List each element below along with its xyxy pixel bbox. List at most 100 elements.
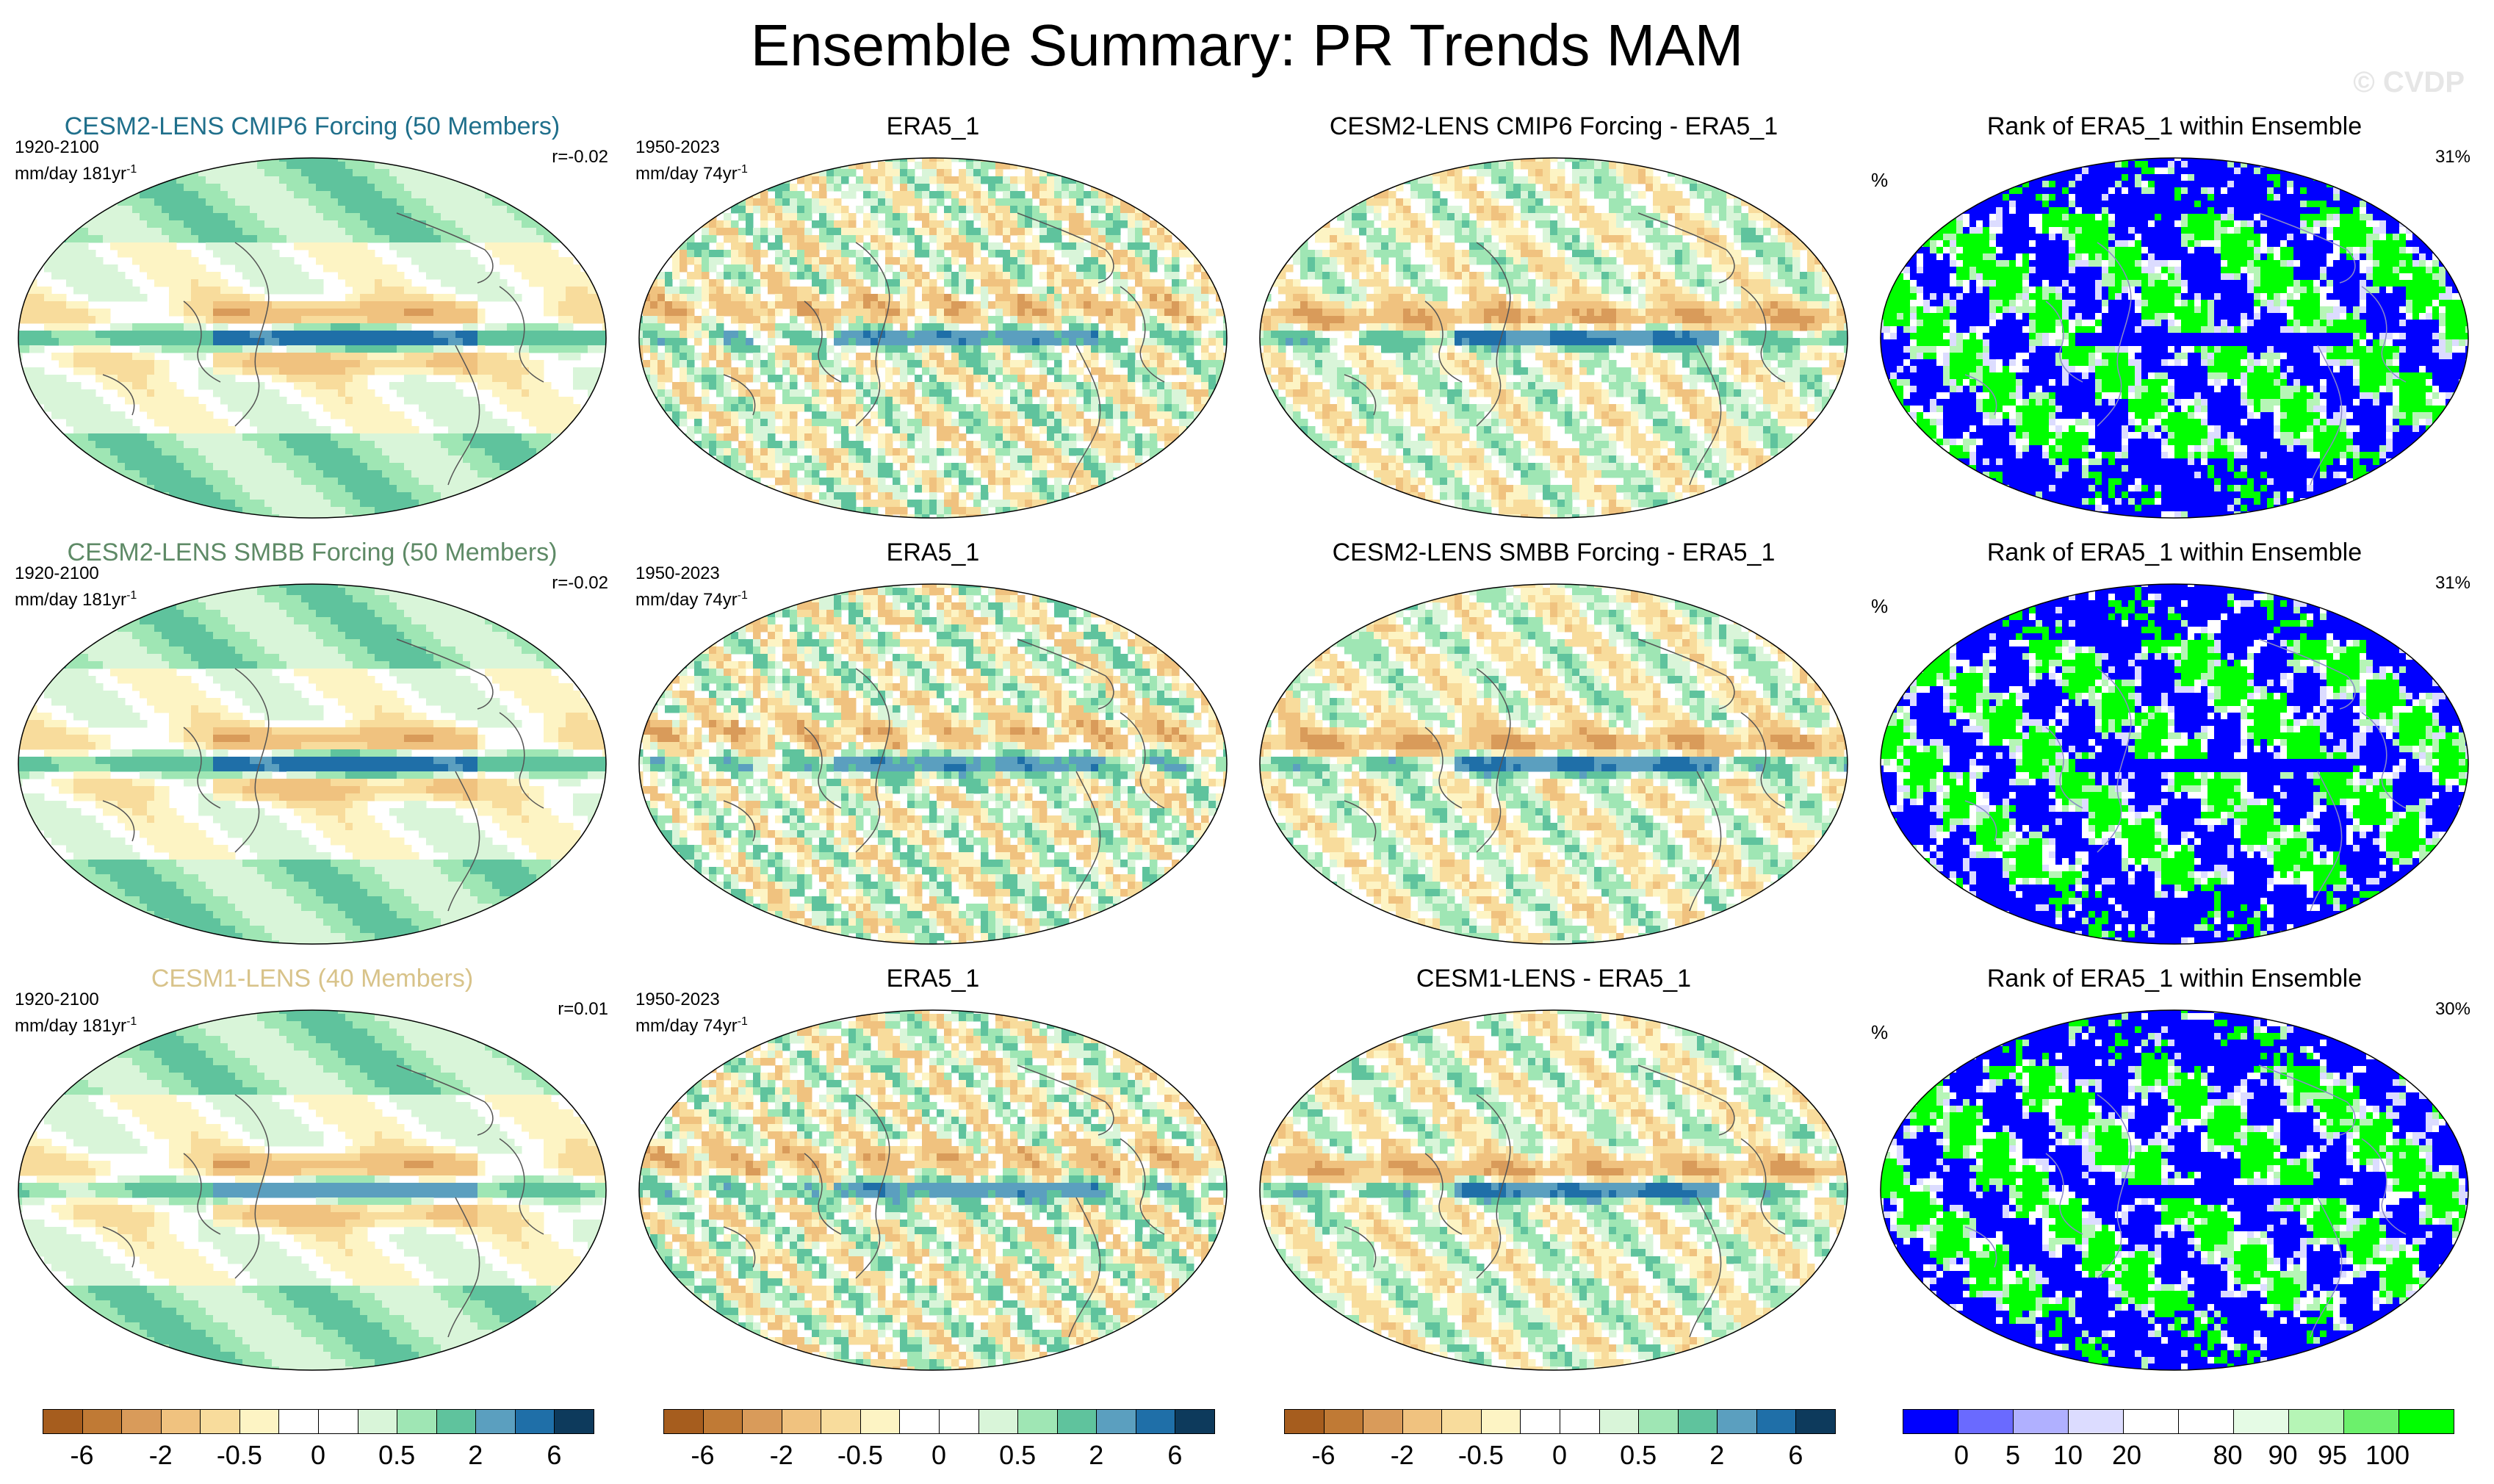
coastline [1017, 638, 1114, 710]
colorbar-box [1175, 1409, 1215, 1434]
colorbar-box [278, 1409, 319, 1434]
colorbar-box [702, 1409, 743, 1434]
coastline [1068, 1197, 1101, 1338]
map-outline [1259, 157, 1848, 519]
map-field [1881, 584, 2468, 944]
coastline [1017, 1065, 1114, 1136]
precip-trend-map [638, 1009, 1228, 1371]
coastline [183, 1153, 221, 1235]
panel-diff-row2: CESM2-LENS SMBB Forcing - ERA5_1 [1249, 536, 1859, 955]
rank-map [1880, 583, 2469, 945]
rank-percentage: 31% [2435, 573, 2470, 594]
coastline [234, 242, 270, 427]
colorbar-box [1903, 1409, 1958, 1434]
map-outline [18, 157, 607, 519]
coastline [1740, 286, 1786, 383]
units-label: mm/day 181yr-1 [15, 585, 137, 611]
colorbar-tick-label: 2 [1709, 1440, 1724, 1471]
coastline [1740, 1138, 1786, 1235]
coastline [1424, 1153, 1463, 1235]
coastline [2097, 1094, 2132, 1279]
precip-trend-map [638, 583, 1228, 945]
rank-percentage: 30% [2435, 999, 2470, 1020]
coastline [2361, 1138, 2407, 1235]
units-exponent: -1 [738, 589, 748, 602]
coastline [855, 242, 890, 427]
panel-title: CESM2-LENS SMBB Forcing - ERA5_1 [1249, 536, 1859, 569]
colorbar-tick-label: 0 [311, 1440, 325, 1471]
units-text: mm/day 181yr [15, 1016, 126, 1036]
coastline [2361, 286, 2407, 383]
colorbar-tick-label: 0 [1954, 1440, 1969, 1471]
map-outline [638, 583, 1228, 945]
colorbar-box [1638, 1409, 1679, 1434]
coastline [447, 771, 480, 912]
map-outline [638, 1009, 1228, 1371]
coastline [804, 1153, 842, 1235]
coastline [1017, 212, 1114, 284]
colorbar-box [1096, 1409, 1136, 1434]
colorbar-box [2233, 1409, 2289, 1434]
colorbar-box [2123, 1409, 2179, 1434]
colorbar-box [200, 1409, 240, 1434]
period-units-label: 1950-2023 mm/day 74yr-1 [635, 137, 748, 185]
coastline [1344, 374, 1377, 416]
coastline [2258, 638, 2356, 710]
coastline [1068, 345, 1101, 486]
coastline [1964, 374, 1997, 416]
coastline [183, 300, 221, 383]
colorbar-box [1756, 1409, 1797, 1434]
units-label: mm/day 74yr-1 [635, 585, 748, 611]
map-field [18, 1010, 606, 1370]
coastline [1476, 242, 1511, 427]
colorbar-box [781, 1409, 822, 1434]
coastline [2045, 727, 2083, 809]
colorbar-box [2013, 1409, 2069, 1434]
map-field [1260, 158, 1848, 518]
colorbar-box [1599, 1409, 1640, 1434]
map-outline [1880, 1009, 2469, 1371]
coastline [1120, 286, 1165, 383]
panel-title: CESM1-LENS (40 Members) [7, 962, 617, 995]
colorbar-box [1717, 1409, 1757, 1434]
coastline [1476, 1094, 1511, 1279]
panel-model-row1: CESM2-LENS CMIP6 Forcing (50 Members) 192… [7, 110, 617, 529]
colorbar-tick-label: -2 [149, 1440, 173, 1471]
coastline [1964, 800, 1997, 842]
coastline [1424, 727, 1463, 809]
coastline [1476, 668, 1511, 853]
coastline [804, 727, 842, 809]
colorbar-tick-label: 100 [2365, 1440, 2410, 1471]
pattern-correlation: r=-0.02 [552, 147, 608, 168]
coastline [183, 727, 221, 809]
colorbar-box [1363, 1409, 1403, 1434]
coastline [723, 800, 756, 842]
units-exponent: -1 [738, 1015, 748, 1028]
rank-colorbar: 0 5 10 20 80 90 95 100 [1903, 1409, 2454, 1470]
colorbar-tick-label: -6 [71, 1440, 94, 1471]
colorbar-tick-label: 0 [1552, 1440, 1567, 1471]
coastline [804, 300, 842, 383]
coastline [2310, 771, 2343, 912]
map-outline [1880, 157, 2469, 519]
precip-trend-map [18, 583, 607, 945]
trend-colorbar: -6 -2 -0.5 0 0.5 2 6 [1284, 1409, 1836, 1470]
map-outline [1259, 1009, 1848, 1371]
coastline [234, 668, 270, 853]
pattern-correlation: r=0.01 [558, 999, 608, 1020]
panel-title: Rank of ERA5_1 within Ensemble [1870, 110, 2479, 143]
coastline [1740, 712, 1786, 809]
coastline [2097, 668, 2132, 853]
coastline [499, 1138, 544, 1235]
coastline [1637, 212, 1735, 284]
map-field [1881, 158, 2468, 518]
coastline [1689, 771, 1722, 912]
colorbar-box [2288, 1409, 2344, 1434]
colorbar-box [2178, 1409, 2234, 1434]
colorbar-box [239, 1409, 280, 1434]
panel-obs-row1: ERA5_1 1950-2023 mm/day 74yr-1 [628, 110, 1238, 529]
period-units-label: 1920-2100 mm/day 181yr-1 [15, 137, 137, 185]
panel-obs-row2: ERA5_1 1950-2023 mm/day 74yr-1 [628, 536, 1238, 955]
units-label: mm/day 181yr-1 [15, 1011, 137, 1037]
coastline [723, 374, 756, 416]
